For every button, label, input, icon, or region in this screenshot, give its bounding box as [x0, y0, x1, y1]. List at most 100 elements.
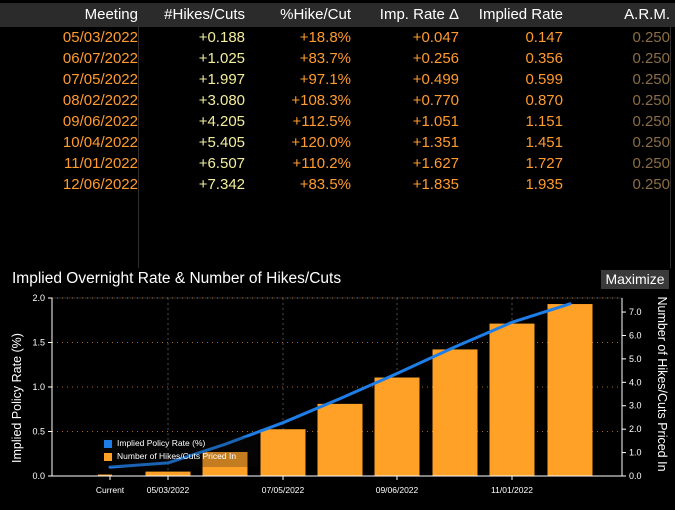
cell-arm: 0.250	[632, 92, 670, 109]
right-tick-label: 4.0	[629, 377, 642, 387]
table-row[interactable]: 06/07/2022 +1.025 +83.7% +0.256 0.356 0.250	[0, 48, 675, 69]
bars-group	[98, 304, 593, 476]
header-meeting[interactable]: Meeting	[84, 6, 138, 23]
legend-label-hikes: Number of Hikes/Cuts Priced In	[117, 451, 237, 461]
legend-swatch	[104, 440, 112, 448]
cell-meeting: 06/07/2022	[62, 50, 138, 67]
cell-rate: 1.451	[525, 134, 563, 151]
cell-arm: 0.250	[632, 113, 670, 130]
column-divider	[138, 27, 139, 268]
cell-imp: +1.351	[412, 134, 459, 151]
cell-pct: +112.5%	[292, 113, 351, 130]
cell-rate: 0.870	[525, 92, 563, 109]
cell-pct: +110.2%	[292, 155, 351, 172]
axes-group: 0.0 0.5 1.0 1.5 2.0 0.0 1.0 2.0 3.0 4.0 5.0 6.0 7.0 C…	[32, 293, 641, 495]
legend-swatch	[104, 453, 112, 461]
right-tick-label: 3.0	[629, 401, 642, 411]
cell-hikes: +4.205	[198, 113, 245, 130]
cell-pct: +83.5%	[299, 176, 351, 193]
left-tick-label: 1.0	[32, 382, 45, 392]
table-row[interactable]: 08/02/2022 +3.080 +108.3% +0.770 0.870 0.250	[0, 90, 675, 111]
x-tick-label: 09/06/2022	[376, 485, 419, 495]
cell-arm: 0.250	[632, 134, 670, 151]
cell-imp: +1.051	[412, 113, 459, 130]
header-pct[interactable]: %Hike/Cut	[280, 6, 351, 23]
header-rate[interactable]: Implied Rate	[478, 6, 563, 23]
table-row[interactable]: 11/01/2022 +6.507 +110.2% +1.627 1.727 0.250	[0, 153, 675, 174]
table-row[interactable]: 07/05/2022 +1.997 +97.1% +0.499 0.599 0.250	[0, 69, 675, 90]
cell-meeting: 08/02/2022	[62, 92, 138, 109]
cell-imp: +0.499	[412, 71, 459, 88]
left-tick-label: 0.5	[32, 427, 45, 437]
cell-meeting: 12/06/2022	[62, 176, 138, 193]
table-row[interactable]: 12/06/2022 +7.342 +83.5% +1.835 1.935 0.250	[0, 174, 675, 195]
header-hikes[interactable]: #Hikes/Cuts	[164, 6, 245, 23]
cell-pct: +18.8%	[299, 29, 351, 46]
cell-hikes: +7.342	[198, 176, 245, 193]
table-row[interactable]: 05/03/2022 +0.188 +18.8% +0.047 0.147 0.250	[0, 27, 675, 48]
left-axis-label: Implied Policy Rate (%)	[10, 333, 24, 463]
cell-arm: 0.250	[632, 29, 670, 46]
header-imp[interactable]: Imp. Rate Δ	[379, 6, 459, 23]
maximize-button[interactable]: Maximize	[601, 270, 669, 289]
legend-item-hikes: Number of Hikes/Cuts Priced In	[100, 450, 258, 463]
cell-imp: +1.627	[412, 155, 459, 172]
left-tick-label: 2.0	[32, 293, 45, 303]
x-tick-label: 05/03/2022	[147, 485, 190, 495]
bar	[374, 377, 420, 476]
header-arm[interactable]: A.R.M.	[624, 6, 670, 23]
x-tick-label: 11/01/2022	[491, 485, 533, 495]
right-tick-label: 5.0	[629, 354, 642, 364]
cell-meeting: 09/06/2022	[62, 113, 138, 130]
rate-line	[108, 302, 572, 469]
table-header: Meeting #Hikes/Cuts %Hike/Cut Imp. Rate …	[0, 3, 675, 27]
cell-arm: 0.250	[632, 71, 670, 88]
hikes-chart: 0.0 0.5 1.0 1.5 2.0 0.0 1.0 2.0 3.0 4.0 5.0 6.0 7.0 C…	[10, 293, 669, 495]
chart-legend: Implied Policy Rate (%) Number of Hikes/…	[100, 437, 258, 467]
legend-label-rate: Implied Policy Rate (%)	[117, 438, 206, 448]
cell-pct: +97.1%	[299, 71, 351, 88]
cell-hikes: +5.405	[198, 134, 245, 151]
cell-hikes: +1.025	[198, 50, 245, 67]
chart-title: Implied Overnight Rate & Number of Hikes…	[12, 270, 342, 287]
legend-item-rate: Implied Policy Rate (%)	[100, 437, 258, 450]
cell-pct: +108.3%	[291, 92, 351, 109]
cell-rate: 1.935	[525, 176, 563, 193]
cell-pct: +83.7%	[299, 50, 351, 67]
bar	[317, 403, 363, 476]
x-tick-label: Current	[96, 485, 125, 495]
cell-rate: 0.599	[525, 71, 563, 88]
right-tick-label: 7.0	[629, 307, 642, 317]
right-tick-label: 1.0	[629, 448, 642, 458]
meeting-table: Meeting #Hikes/Cuts %Hike/Cut Imp. Rate …	[0, 3, 675, 268]
cell-meeting: 11/01/2022	[64, 155, 138, 172]
x-tick-label: 07/05/2022	[262, 485, 305, 495]
bar	[432, 349, 478, 476]
table-row[interactable]: 09/06/2022 +4.205 +112.5% +1.051 1.151 0.250	[0, 111, 675, 132]
right-tick-label: 6.0	[629, 330, 642, 340]
cell-meeting: 07/05/2022	[62, 71, 138, 88]
cell-rate: 1.727	[525, 155, 563, 172]
cell-imp: +0.256	[412, 50, 459, 67]
cell-imp: +1.835	[412, 176, 459, 193]
bar	[202, 451, 248, 476]
cell-pct: +120.0%	[291, 134, 351, 151]
cell-imp: +0.047	[412, 29, 459, 46]
table-row[interactable]: 10/04/2022 +5.405 +120.0% +1.351 1.451 0.250	[0, 132, 675, 153]
cell-arm: 0.250	[632, 155, 670, 172]
cell-hikes: +1.997	[198, 71, 245, 88]
cell-hikes: +0.188	[198, 29, 245, 46]
cell-rate: 0.356	[525, 50, 563, 67]
left-tick-label: 1.5	[32, 338, 45, 348]
cell-imp: +0.770	[412, 92, 459, 109]
cell-rate: 0.147	[525, 29, 563, 46]
cell-meeting: 05/03/2022	[62, 29, 138, 46]
bar	[547, 304, 593, 476]
column-divider	[670, 27, 671, 268]
table-body: 05/03/2022 +0.188 +18.8% +0.047 0.147 0.250 06…	[0, 27, 675, 195]
bar	[489, 323, 535, 476]
right-axis-label: Number of Hikes/Cuts Priced In	[655, 296, 669, 471]
cell-hikes: +3.080	[198, 92, 245, 109]
left-tick-label: 0.0	[32, 471, 45, 481]
bar	[260, 429, 306, 476]
